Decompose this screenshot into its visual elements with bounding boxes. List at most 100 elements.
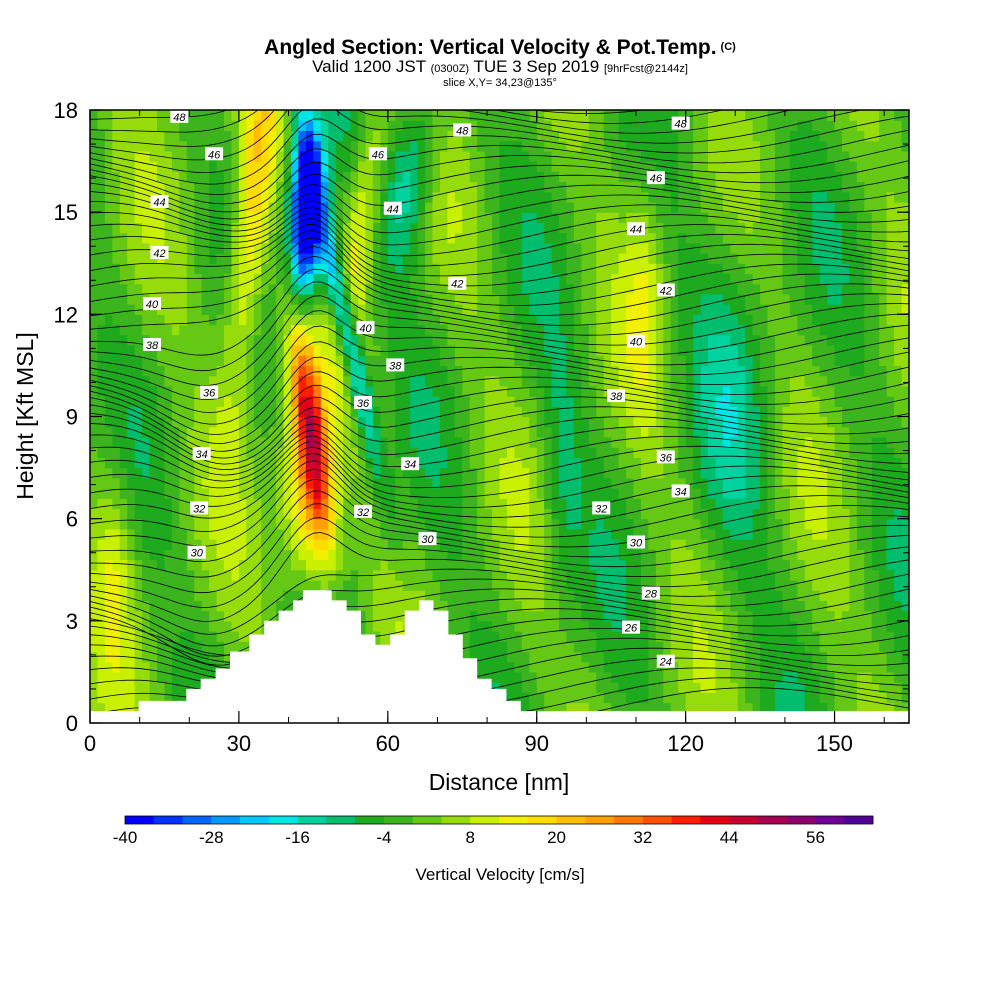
heat-cell [372, 232, 381, 244]
heat-cell [648, 477, 657, 489]
heat-cell [536, 600, 545, 612]
heat-cell [693, 253, 702, 264]
heat-cell [410, 171, 419, 183]
heat-cell [611, 263, 620, 275]
heat-cell [678, 365, 687, 377]
heat-cell [328, 416, 337, 428]
heat-cell [253, 508, 262, 520]
heat-cell [387, 610, 396, 622]
heat-cell [566, 396, 575, 407]
heat-cell [97, 641, 106, 653]
heat-cell [439, 171, 448, 183]
heat-cell [127, 610, 136, 622]
heat-cell [320, 365, 329, 377]
heat-cell [276, 488, 285, 499]
heat-cell [283, 253, 292, 264]
heat-cell [693, 457, 702, 469]
heat-cell [529, 447, 538, 458]
heat-cell [209, 242, 218, 254]
heat-cell [454, 436, 463, 448]
heat-cell [693, 283, 702, 295]
heat-cell [439, 549, 448, 561]
heat-cell [119, 518, 128, 530]
heat-cell [119, 293, 128, 305]
heat-cell [551, 253, 560, 264]
heat-cell [678, 161, 687, 172]
heat-cell [328, 488, 337, 499]
heat-cell [231, 467, 240, 479]
heat-cell [573, 396, 582, 407]
heat-cell [328, 549, 337, 561]
heat-cell [231, 610, 240, 622]
heat-cell [127, 406, 136, 418]
heat-cell [640, 130, 650, 142]
heat-cell [618, 365, 627, 377]
heat-cell [484, 651, 493, 663]
heat-cell [693, 488, 702, 499]
heat-cell [358, 242, 367, 254]
heat-cell [358, 549, 367, 561]
heat-cell [596, 171, 605, 183]
heat-cell [529, 201, 538, 213]
heat-cell [171, 651, 180, 663]
heat-cell [611, 569, 620, 581]
heat-cell [194, 396, 203, 407]
heat-cell [618, 549, 627, 561]
heat-cell [581, 242, 590, 254]
heat-cell [626, 130, 635, 142]
heat-cell [268, 396, 277, 407]
heat-cell [439, 242, 448, 254]
heat-cell [700, 140, 709, 152]
heat-cell [268, 293, 277, 305]
heat-cell [283, 263, 292, 275]
heat-cell [529, 528, 538, 540]
heat-cell [573, 283, 582, 295]
heat-cell [372, 334, 381, 346]
heat-cell [514, 610, 523, 622]
heat-cell [603, 324, 612, 336]
heat-cell [119, 181, 128, 193]
heat-cell [707, 651, 717, 663]
heat-cell [119, 263, 128, 275]
heat-cell [521, 579, 530, 591]
heat-cell [134, 365, 143, 377]
heat-cell [402, 283, 411, 295]
heat-cell [276, 314, 285, 326]
heat-cell [268, 477, 277, 489]
heat-cell [119, 161, 128, 172]
heat-cell [655, 396, 664, 407]
heat-cell [648, 181, 657, 193]
heat-cell [618, 467, 627, 479]
heat-cell [536, 293, 545, 305]
heat-cell [328, 212, 337, 223]
heat-cell [492, 140, 501, 152]
heat-cell [253, 549, 262, 561]
heat-cell [529, 498, 538, 510]
heat-cell [149, 539, 158, 550]
heat-cell [566, 181, 575, 193]
heat-cell [648, 355, 657, 367]
heat-cell [551, 324, 560, 336]
heat-cell [521, 150, 530, 162]
heat-cell [506, 610, 515, 622]
heat-cell [521, 406, 530, 418]
heat-cell [469, 222, 478, 234]
heat-cell [253, 140, 262, 152]
heat-cell [477, 283, 486, 295]
heat-cell [544, 631, 553, 642]
heat-cell [119, 232, 128, 244]
heat-cell [566, 130, 575, 142]
heat-cell [112, 120, 121, 132]
heat-cell [164, 314, 173, 326]
heat-cell [149, 590, 158, 601]
heat-cell [551, 508, 560, 520]
heat-cell [179, 549, 188, 561]
heat-cell [499, 590, 508, 601]
heat-cell [149, 661, 158, 673]
heat-cell [581, 334, 590, 346]
heat-cell [305, 426, 314, 438]
heat-cell [700, 477, 709, 489]
heat-cell [97, 692, 106, 704]
heat-cell [157, 426, 166, 438]
heat-cell [462, 385, 471, 397]
